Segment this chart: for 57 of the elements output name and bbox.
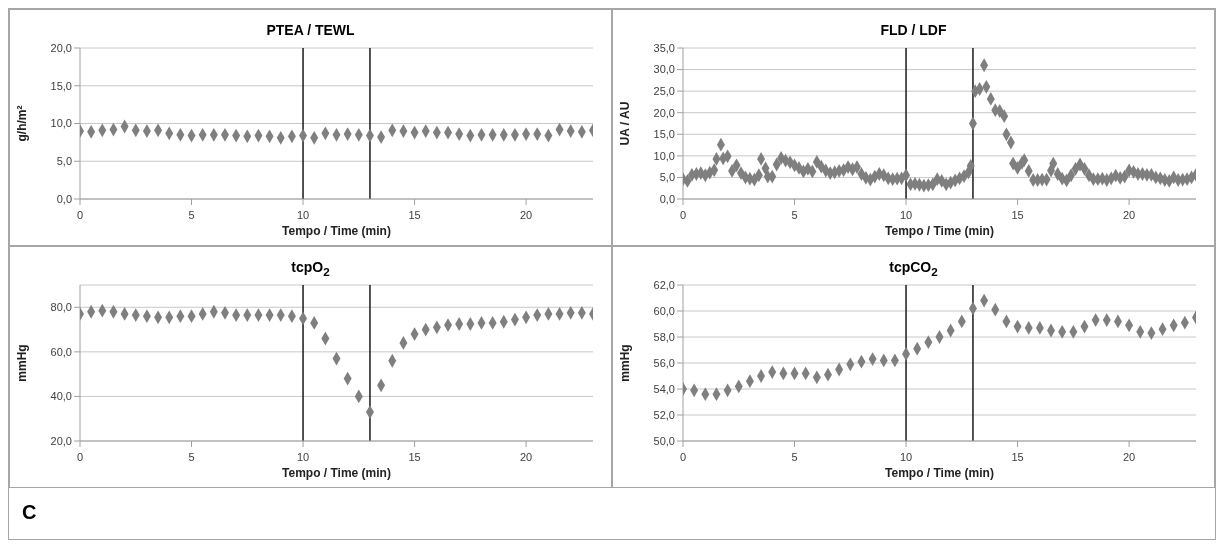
x-tick-label: 0 xyxy=(76,451,84,463)
y-tick-label: 80,0 xyxy=(50,301,72,314)
y-tick-label: 58,0 xyxy=(653,330,675,343)
y-tick-label: 20,0 xyxy=(50,41,72,54)
x-tick-label: 20 xyxy=(1122,209,1136,221)
chart-title: FLD / LDF xyxy=(879,21,948,40)
text: C xyxy=(22,501,37,524)
y-tick-label: 0,0 xyxy=(56,192,72,205)
chart-title: tcpO$_{2}$ xyxy=(290,258,331,279)
y-tick-label: 10,0 xyxy=(653,149,675,162)
x-tick-label: 5 xyxy=(188,209,195,221)
y-axis-title: UA / AU xyxy=(618,101,633,146)
y-tick-label: 40,0 xyxy=(50,390,72,403)
y-tick-label: 20,0 xyxy=(653,106,675,119)
chart-title: tcpCO$_{2}$ xyxy=(888,258,939,279)
x-tick-label: 0 xyxy=(679,451,687,463)
chart-title: PTEA / TEWL xyxy=(265,21,356,40)
y-tick-label: 15,0 xyxy=(653,128,675,141)
y-tick-label: 56,0 xyxy=(653,356,675,369)
x-tick-label: 5 xyxy=(791,451,798,463)
x-tick-label: 5 xyxy=(188,451,195,463)
x-tick-label: 10 xyxy=(296,451,310,463)
y-tick-label: 50,0 xyxy=(653,434,675,447)
x-tick-label: 20 xyxy=(1122,451,1136,463)
y-tick-label: 35,0 xyxy=(653,41,675,54)
y-tick-label: 5,0 xyxy=(659,171,675,184)
y-tick-label: 60,0 xyxy=(653,304,675,317)
y-tick-label: 10,0 xyxy=(50,117,72,130)
y-tick-label: 52,0 xyxy=(653,408,675,421)
x-tick-label: 15 xyxy=(1011,209,1024,221)
x-tick-label: 20 xyxy=(519,451,533,463)
x-tick-label: 15 xyxy=(408,209,421,221)
y-tick-label: 62,0 xyxy=(653,278,675,291)
x-tick-label: 15 xyxy=(408,451,421,463)
x-axis-title: Tempo / Time (min) xyxy=(885,224,994,238)
x-tick-label: 0 xyxy=(76,209,84,221)
y-tick-label: 15,0 xyxy=(50,79,72,92)
x-tick-label: 10 xyxy=(296,209,310,221)
x-tick-label: 20 xyxy=(519,209,533,221)
y-tick-label: 30,0 xyxy=(653,63,675,76)
y-axis-title: mmHg xyxy=(15,344,30,382)
x-tick-label: 10 xyxy=(899,209,913,221)
y-tick-label: 0,0 xyxy=(659,192,675,205)
y-axis-title: g/h/m² xyxy=(15,105,30,142)
x-axis-title: Tempo / Time (min) xyxy=(282,224,391,238)
y-tick-label: 5,0 xyxy=(56,155,72,168)
y-tick-label: 60,0 xyxy=(50,345,72,358)
y-tick-label: 54,0 xyxy=(653,382,675,395)
x-tick-label: 15 xyxy=(1011,451,1024,463)
y-tick-label: 20,0 xyxy=(50,434,72,447)
x-axis-title: Tempo / Time (min) xyxy=(885,466,994,480)
x-tick-label: 0 xyxy=(679,209,687,221)
x-axis-title: Tempo / Time (min) xyxy=(282,466,391,480)
x-tick-label: 10 xyxy=(899,451,913,463)
x-tick-label: 5 xyxy=(791,209,798,221)
y-tick-label: 25,0 xyxy=(653,85,675,98)
y-axis-title: mmHg xyxy=(618,344,633,382)
